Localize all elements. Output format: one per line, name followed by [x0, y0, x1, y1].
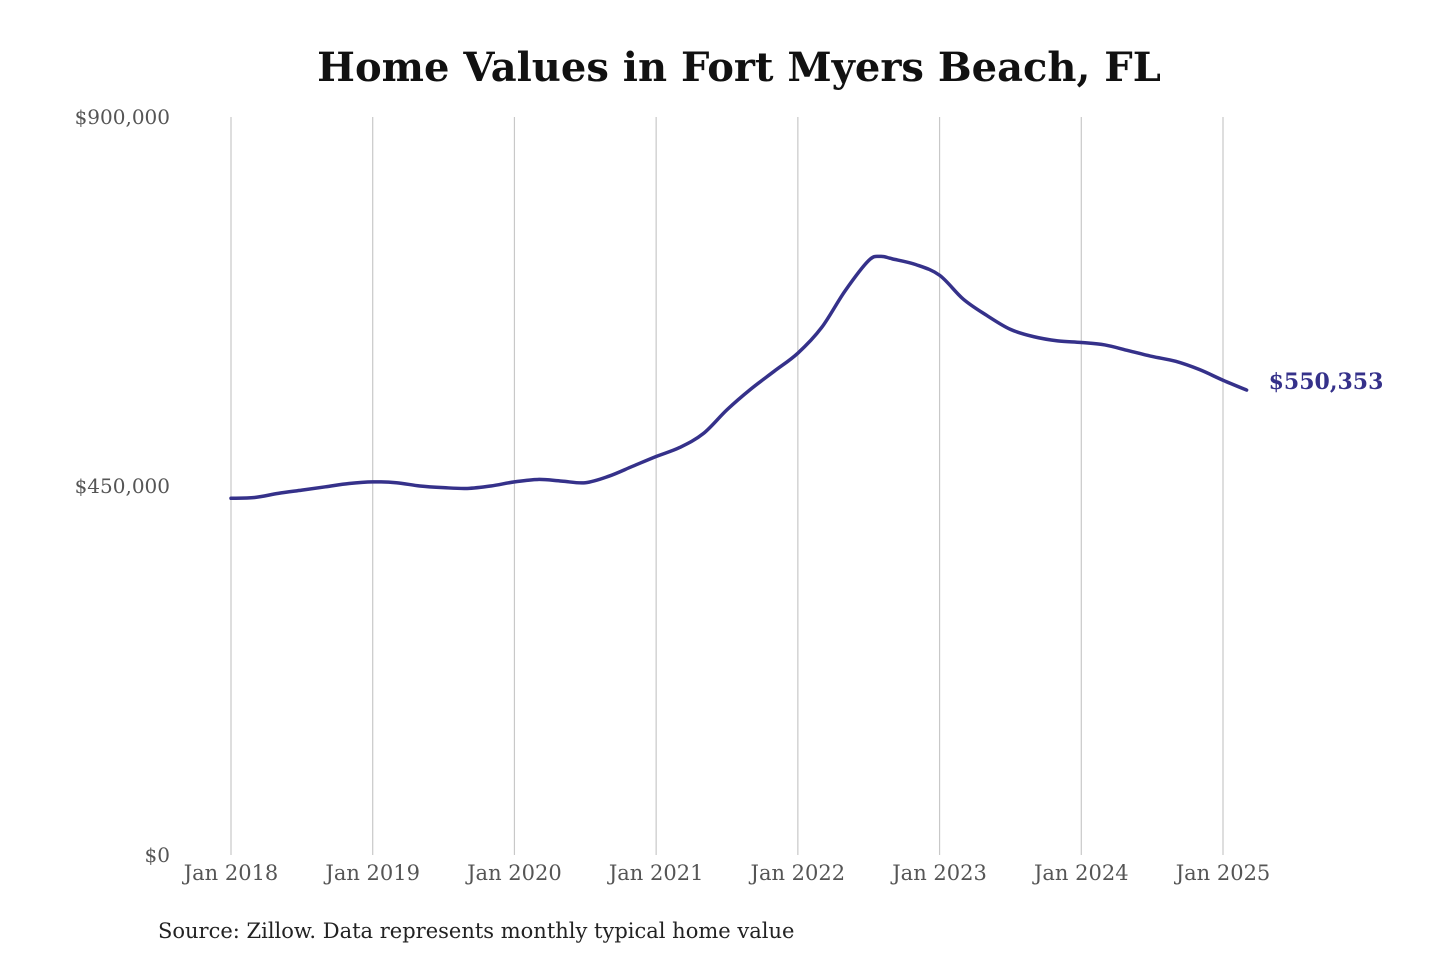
y-tick-label: $450,000	[75, 474, 170, 498]
x-axis-ticks: Jan 2018 Jan 2019 Jan 2020 Jan 2021 Jan 2022…	[182, 861, 1271, 885]
x-tick-label: Jan 2023	[890, 861, 987, 885]
x-tick-label: Jan 2021	[607, 861, 704, 885]
x-tick-label: Jan 2018	[182, 861, 279, 885]
y-axis-ticks: $0 $450,000 $900,000	[75, 105, 170, 867]
x-tick-label: Jan 2024	[1032, 861, 1129, 885]
x-tick-label: Jan 2022	[749, 861, 846, 885]
x-tick-label: Jan 2019	[323, 861, 420, 885]
series-layer	[229, 254, 1249, 501]
end-value-label: $550,353	[1269, 369, 1384, 395]
source-note: Source: Zillow. Data represents monthly …	[158, 919, 794, 943]
x-tick-label: Jan 2025	[1174, 861, 1271, 885]
x-tick-label: Jan 2020	[465, 861, 562, 885]
chart-title: Home Values in Fort Myers Beach, FL	[317, 44, 1161, 91]
y-tick-label: $900,000	[75, 105, 170, 129]
series-line-0	[229, 254, 1249, 501]
gridlines	[230, 117, 1224, 855]
y-tick-label: $0	[145, 843, 170, 867]
